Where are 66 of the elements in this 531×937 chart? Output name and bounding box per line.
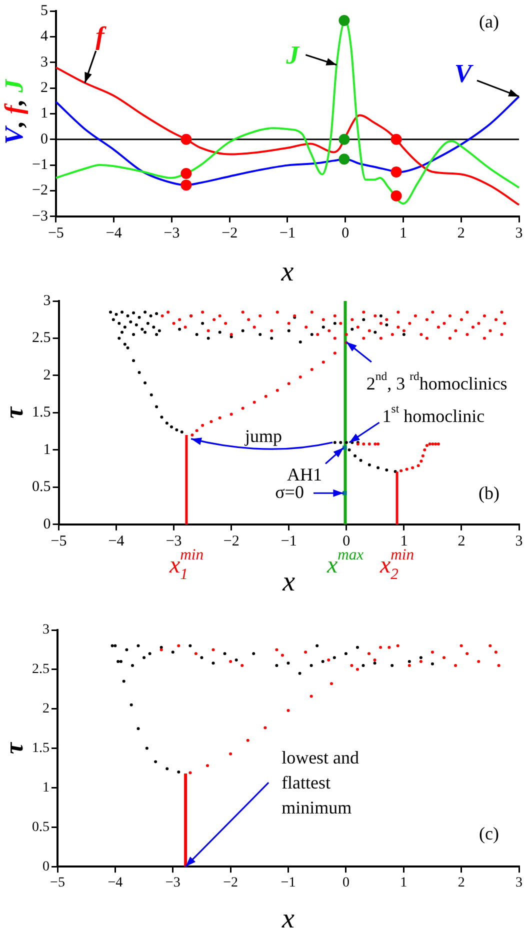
y-tick-label: 2.5 (32, 662, 50, 678)
y-tick-label: 1 (42, 780, 50, 796)
annotation: (c) (479, 823, 499, 844)
y-tick-label: 3 (42, 622, 50, 638)
x-tick-label: −5 (48, 225, 64, 242)
annotation: jump (244, 426, 282, 446)
annotation: σ=0 (275, 482, 304, 502)
x-axis-title: x (282, 566, 296, 598)
x-tick-label: −4 (106, 225, 122, 242)
x-tick-label: −1 (280, 876, 296, 891)
y-axis-title: τ (0, 741, 29, 754)
y-tick-label: 1 (43, 442, 51, 458)
x-tick-label: 3 (516, 876, 522, 891)
x-tick-label: −4 (108, 533, 125, 550)
x-tick-label: 1 (400, 876, 408, 891)
x-tick-label: 2 (458, 533, 466, 550)
x-tick-label: 0 (342, 876, 350, 891)
x-tick-label: 0 (342, 225, 350, 242)
y-tick-label: 0.5 (32, 820, 50, 835)
x-tick-label: −5 (50, 533, 67, 550)
y-tick-label: 2 (40, 80, 48, 96)
x-axis-title: x (281, 904, 296, 935)
y-tick-label: 2 (43, 367, 51, 384)
annotation: (b) (478, 483, 500, 504)
y-tick-label: 3 (43, 292, 51, 309)
x-tick-label: −1 (279, 225, 296, 242)
x-tick-label: 2 (457, 225, 465, 242)
y-tick-label: 1 (40, 106, 48, 122)
y-tick-label: 1.5 (32, 740, 50, 756)
y-tick-label: −1 (32, 156, 48, 173)
x-tick-label: −3 (165, 876, 180, 891)
x-tick-label: 0 (342, 533, 350, 550)
y-tick-label: 0.5 (32, 479, 51, 496)
x-tick-label: −4 (108, 876, 123, 891)
annotation: (a) (479, 12, 499, 32)
y-tick-label: −2 (32, 182, 48, 199)
annotation: AH1 (287, 464, 322, 484)
x-tick-label: −3 (164, 225, 180, 242)
y-tick-label: 0 (43, 516, 51, 532)
x-tick-label: 2 (458, 876, 465, 891)
y-tick-label: 2 (42, 702, 50, 717)
x-tick-label: 1 (400, 533, 408, 550)
y-tick-label: 0 (42, 859, 50, 874)
y-tick-label: 0 (40, 131, 48, 148)
y-tick-label: 2.5 (32, 330, 51, 346)
x-tick-label: −3 (166, 533, 182, 550)
annotation: lowest and flattest minimum (282, 747, 360, 818)
x-tick-label: −2 (222, 225, 238, 242)
y-tick-label: 4 (40, 28, 48, 45)
x-tick-label: 3 (515, 225, 523, 242)
x-tick-label: 1 (399, 225, 407, 242)
y-tick-label: 1.5 (32, 404, 51, 421)
y-axis-title: τ (0, 405, 29, 418)
x-tick-label: −2 (223, 533, 240, 550)
y-tick-label: 5 (40, 2, 48, 19)
x-tick-label: −1 (280, 533, 297, 550)
series-label: V (454, 59, 474, 88)
series-label: J (285, 40, 300, 70)
y-axis-title: V, f, J (0, 78, 29, 145)
x-axis-title: x (280, 256, 294, 288)
series-label: f (96, 22, 107, 51)
x-tick-label: 3 (515, 533, 523, 550)
y-tick-label: −3 (32, 208, 48, 224)
y-tick-label: 3 (40, 54, 48, 70)
x-tick-label: −2 (223, 876, 238, 891)
x-tick-label: −5 (50, 876, 65, 891)
